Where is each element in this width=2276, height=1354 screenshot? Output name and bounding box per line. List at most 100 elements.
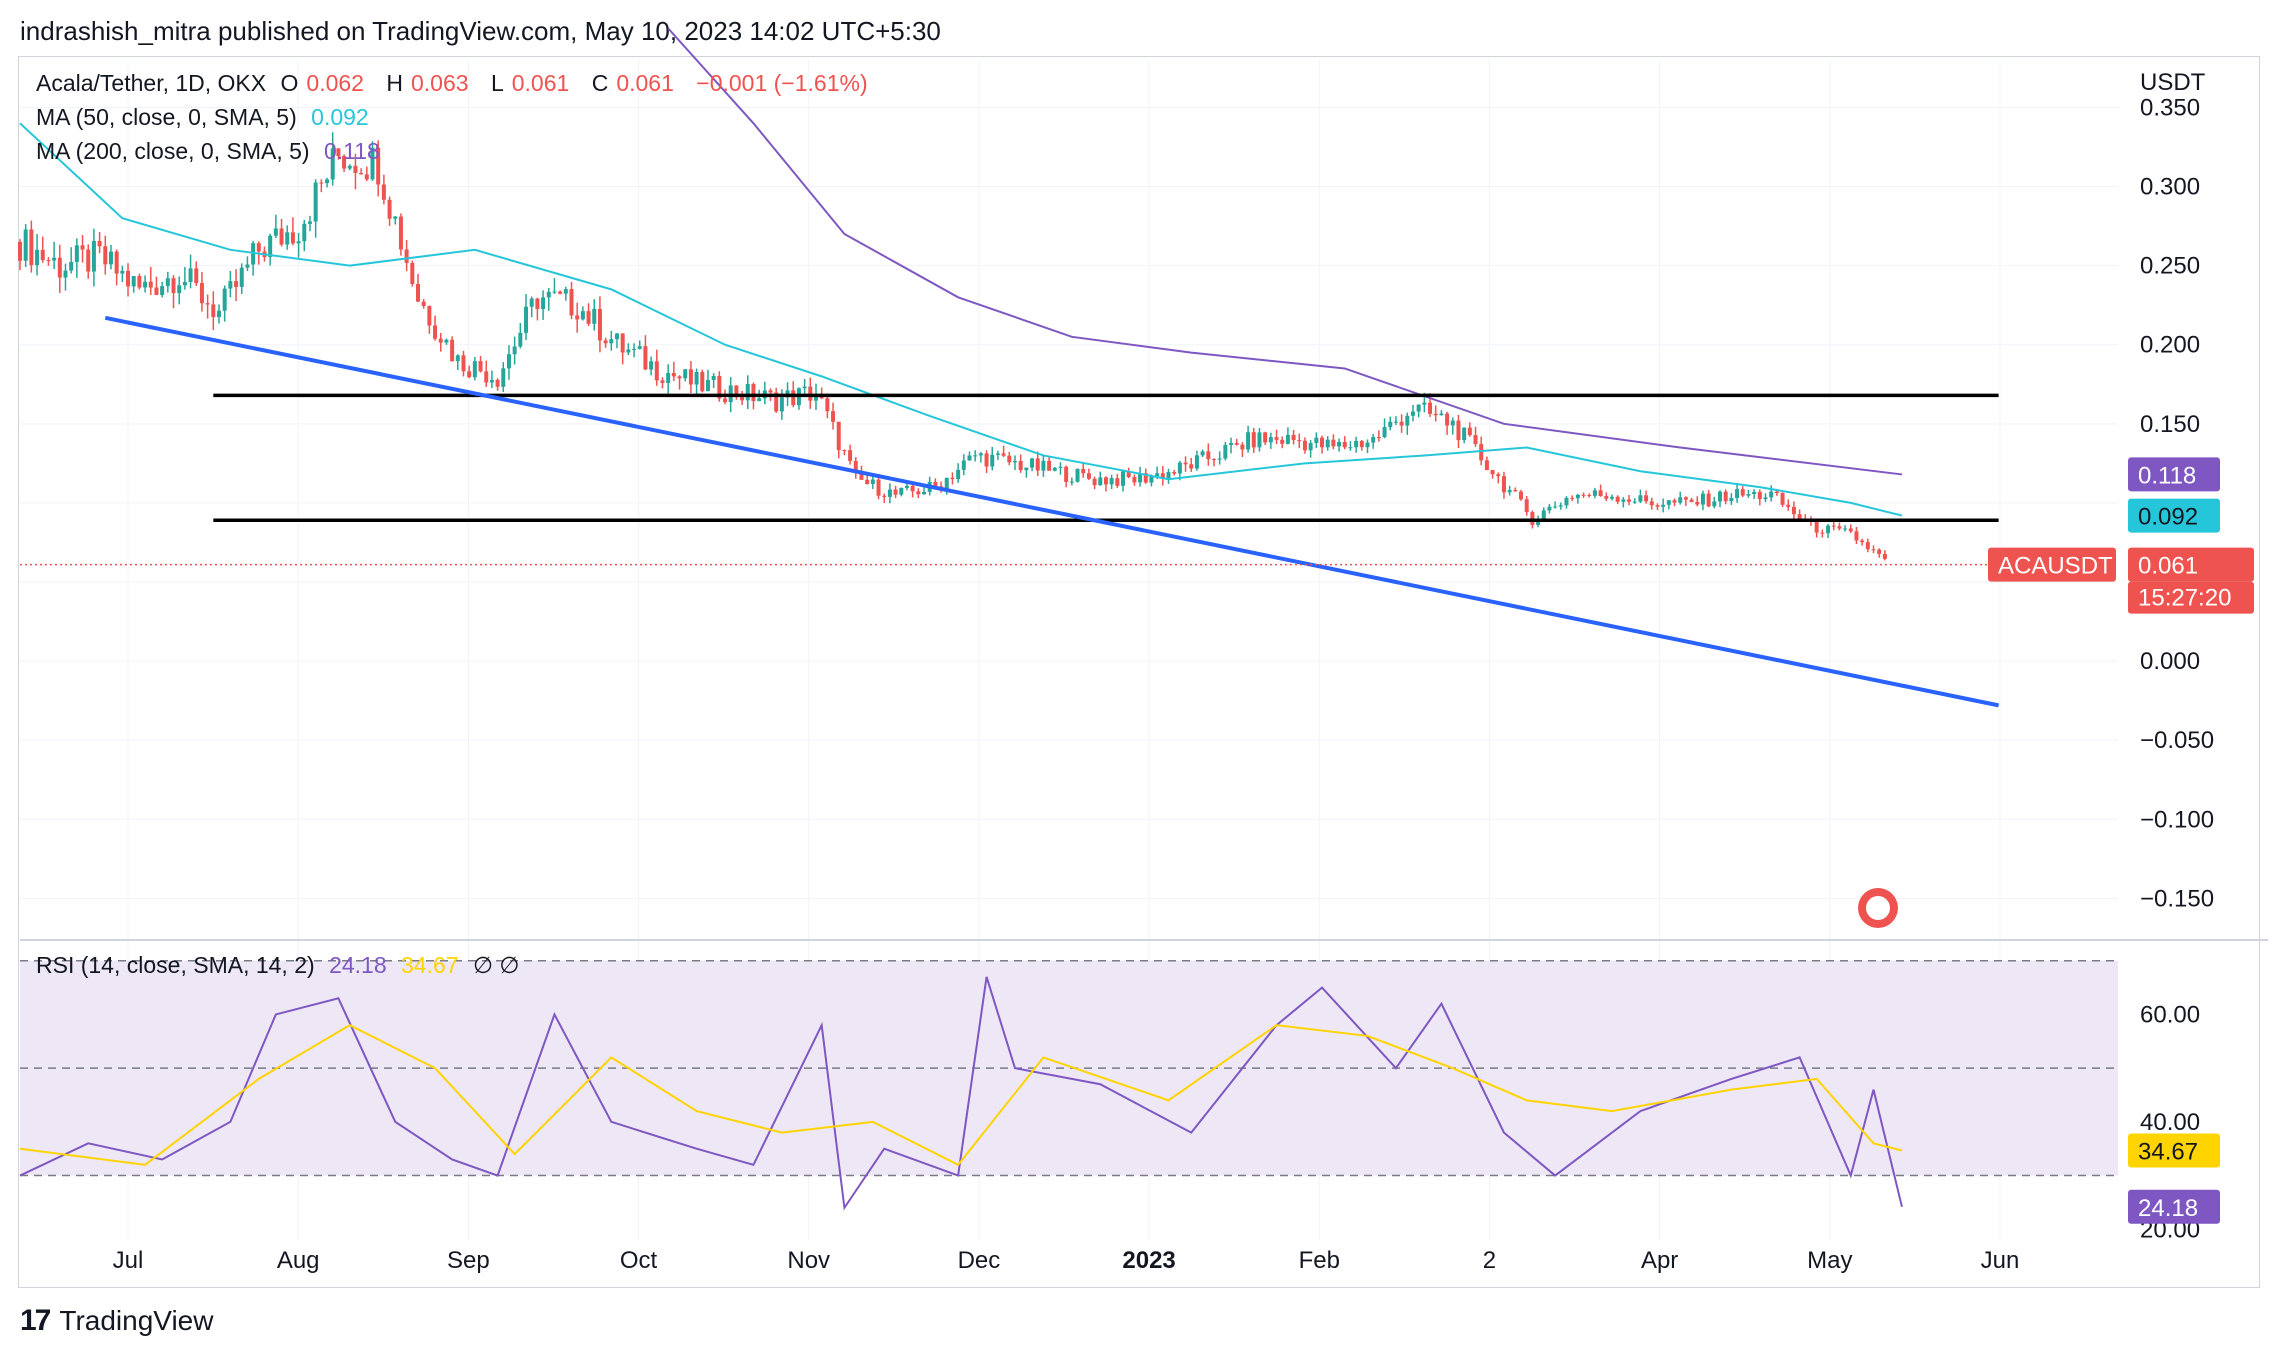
candle-body: [1263, 432, 1268, 443]
last-price-tag-bg[interactable]: [2128, 547, 2254, 582]
candle-body: [1820, 532, 1825, 534]
candle-body: [211, 304, 216, 317]
countdown-tag-bg[interactable]: [2128, 581, 2254, 614]
rsi-tag-bg[interactable]: [2128, 1189, 2220, 1224]
symbol-price-tag-bg[interactable]: [1988, 547, 2116, 582]
candle-body: [376, 147, 381, 185]
candle-body: [1166, 472, 1171, 480]
candle-body: [643, 346, 648, 370]
candle-body: [614, 333, 619, 340]
candle-body: [1189, 464, 1194, 469]
candle-body: [506, 354, 511, 369]
tradingview-footer[interactable]: 17 TradingView: [20, 1304, 213, 1338]
candle-body: [46, 260, 51, 262]
candle-body: [1291, 434, 1296, 441]
candle-body: [1393, 421, 1398, 423]
candle-body: [1865, 542, 1870, 550]
candle-body: [978, 453, 983, 456]
ohlc-close: C 0.061: [591, 70, 674, 96]
candle-body: [1757, 491, 1762, 500]
candle-body: [1359, 440, 1364, 448]
candle-body: [1086, 473, 1091, 479]
candle-body: [29, 229, 34, 266]
candle-body: [427, 306, 432, 326]
time-axis-label: Feb: [1299, 1247, 1340, 1274]
candle-body: [1843, 528, 1848, 530]
candle-body: [649, 361, 654, 370]
candle-body: [1553, 506, 1558, 508]
candle-body: [711, 375, 716, 381]
symbol-title[interactable]: Acala/Tether, 1D, OKX: [36, 70, 267, 96]
time-axis-label: 2: [1483, 1247, 1496, 1274]
rsi-legend[interactable]: RSI (14, close, SMA, 14, 2) 24.18 34.67 …: [36, 952, 527, 979]
candle-body: [171, 278, 176, 294]
candle-body: [256, 243, 261, 252]
candle-body: [114, 251, 119, 274]
candle-body: [632, 348, 637, 350]
candle-body: [558, 291, 563, 294]
candle-body: [228, 281, 233, 289]
candle-body: [415, 283, 420, 302]
candle-body: [1069, 481, 1074, 483]
candle-body: [546, 291, 551, 298]
ma200-price-tag-bg[interactable]: [2128, 457, 2220, 492]
candle-body: [535, 298, 540, 310]
rsi-ma-tag-bg[interactable]: [2128, 1133, 2220, 1168]
candle-body: [1501, 476, 1506, 493]
ma50-legend[interactable]: MA (50, close, 0, SMA, 5) 0.092: [36, 104, 377, 131]
candle-body: [1848, 528, 1853, 532]
rsi-ma-line[interactable]: [19, 1024, 1903, 1167]
candle-body: [1712, 501, 1717, 507]
chart-frame[interactable]: [18, 56, 2260, 1288]
candle-body: [1450, 420, 1455, 426]
candle-body: [1405, 415, 1410, 426]
candle-body: [779, 397, 784, 412]
ma200-line[interactable]: [667, 27, 1903, 476]
ma50-line[interactable]: [19, 122, 1903, 517]
candle-body: [1780, 493, 1785, 505]
ma50-price-tag: 0.092: [2138, 504, 2198, 531]
candle-body: [1240, 444, 1245, 450]
candle-body: [1297, 440, 1302, 442]
publisher-header: indrashish_mitra published on TradingVie…: [20, 16, 941, 46]
candle-body: [1342, 441, 1347, 448]
candle-body: [1718, 491, 1723, 502]
candle-body: [1666, 500, 1671, 505]
ma50-price-tag-bg[interactable]: [2128, 498, 2220, 533]
candle-body: [956, 469, 961, 479]
candle-body: [700, 371, 705, 392]
candle-body: [1672, 500, 1677, 503]
candle-body: [984, 453, 989, 467]
candle-body: [1860, 540, 1865, 543]
candle-body: [1399, 421, 1404, 426]
ohlc-low: L 0.061: [490, 70, 570, 96]
symbol-legend[interactable]: Acala/Tether, 1D, OKX O 0.062 H 0.063 L 0.0…: [36, 70, 876, 97]
candle-body: [342, 156, 347, 169]
candle-body: [245, 264, 250, 268]
candle-body: [80, 245, 85, 250]
candle-body: [313, 182, 318, 222]
candle-body: [1376, 437, 1381, 439]
candle-body: [1052, 467, 1057, 471]
price-axis-tick: −0.050: [2140, 727, 2214, 754]
candle-body: [484, 371, 489, 383]
candle-body: [870, 479, 875, 485]
candle-body: [1302, 440, 1307, 451]
candle-body: [433, 325, 438, 339]
candle-body: [290, 232, 295, 244]
candle-body: [717, 375, 722, 399]
trend-line[interactable]: [104, 315, 2000, 708]
candle-body: [961, 460, 966, 470]
tradingview-logo-icon: 17: [20, 1304, 51, 1337]
candle-body: [1473, 435, 1478, 445]
candle-body: [97, 240, 102, 247]
symbol-price-tag: ACAUSDT: [1998, 553, 2113, 580]
candle-body: [1138, 473, 1143, 483]
candle-body: [86, 249, 91, 272]
candle-body: [450, 339, 455, 362]
ma200-legend[interactable]: MA (200, close, 0, SMA, 5) 0.118: [36, 138, 388, 165]
candle-body: [52, 257, 57, 261]
rsi-line[interactable]: [19, 976, 1903, 1211]
candle-body: [933, 481, 938, 487]
